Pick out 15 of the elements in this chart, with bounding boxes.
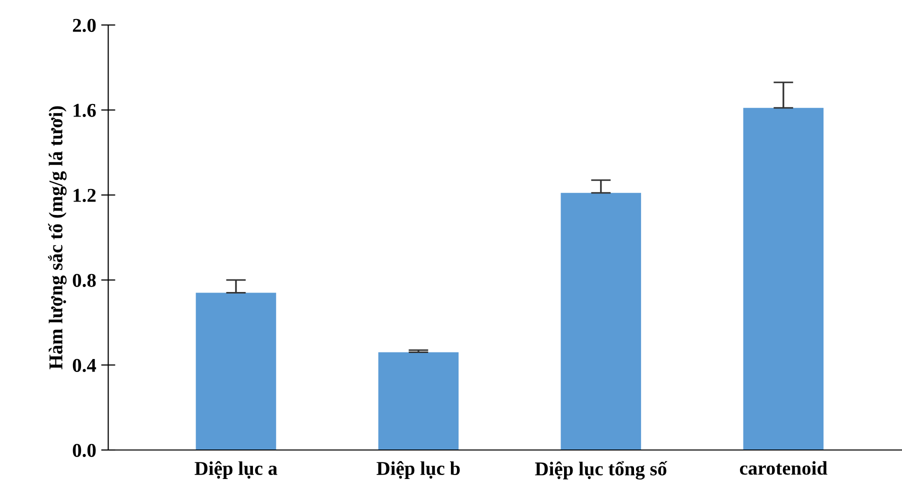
y-axis-title: Hàm lượng sắc tố (mg/g lá tươi): [48, 106, 67, 370]
x-tick-label: carotenoid: [740, 461, 828, 475]
x-tick-label: Diệp lục a: [194, 461, 278, 479]
y-tick-label: 0.8: [72, 274, 96, 288]
x-tick-label: Diệp lục tổng số: [535, 461, 668, 480]
x-tick-label: Diệp lục b: [376, 461, 460, 479]
bar: [560, 192, 642, 450]
bar: [378, 352, 459, 450]
bar: [196, 292, 276, 450]
y-tick-label: 2.0: [72, 18, 96, 32]
bar: [743, 108, 824, 450]
y-tick-label: 0.4: [72, 358, 96, 372]
y-tick-label: 1.6: [74, 104, 96, 118]
y-tick-label: 1.2: [74, 188, 96, 202]
y-tick-label: 0.0: [72, 444, 96, 458]
